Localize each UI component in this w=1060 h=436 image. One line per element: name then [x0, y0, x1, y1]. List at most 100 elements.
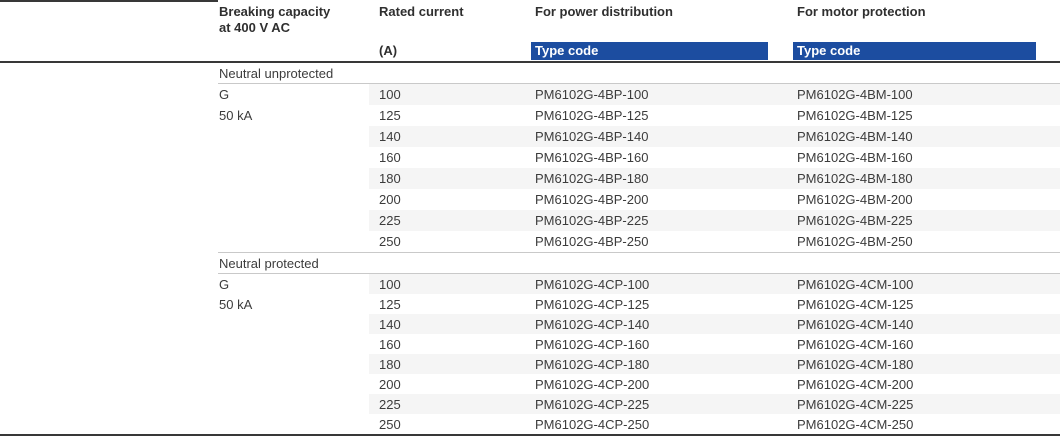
motor-code-cell: PM6102G-4BM-225 [797, 213, 913, 228]
section-neutral-protected: Neutral protected G 100 PM6102G-4CP-100 … [0, 252, 1060, 434]
table-row: 250 PM6102G-4CP-250 PM6102G-4CM-250 [0, 414, 1060, 434]
breaking-capacity-cell [218, 147, 369, 168]
section-title: Neutral unprotected [218, 63, 1060, 84]
rated-current-cell: 100 [379, 276, 401, 292]
breaking-capacity-cell [218, 189, 369, 210]
left-margin-cell [0, 105, 218, 126]
left-margin-cell [0, 252, 218, 274]
breaking-capacity-cell [218, 231, 369, 252]
col-header-rated-current-unit: (A) [379, 43, 398, 58]
rated-current-cell: 140 [379, 129, 401, 144]
section-neutral-unprotected: Neutral unprotected G 100 PM6102G-4BP-10… [0, 63, 1060, 252]
breaking-capacity-cell [218, 334, 369, 354]
col-header-power-distribution: For power distribution [535, 4, 673, 19]
rated-current-cell: 200 [379, 192, 401, 207]
breaking-capacity-cell [218, 126, 369, 147]
motor-code-cell: PM6102G-4CM-225 [797, 396, 914, 412]
left-margin-cell [0, 84, 218, 105]
rated-current-cell: 180 [379, 171, 401, 186]
table-row: 200 PM6102G-4CP-200 PM6102G-4CM-200 [0, 374, 1060, 394]
left-margin-cell [0, 354, 218, 374]
left-margin-cell [0, 168, 218, 189]
breaking-capacity-cell [218, 394, 369, 414]
motor-code-cell: PM6102G-4CM-160 [797, 336, 914, 352]
table-row: 225 PM6102G-4CP-225 PM6102G-4CM-225 [0, 394, 1060, 414]
table-row: 160 PM6102G-4BP-160 PM6102G-4BM-160 [0, 147, 1060, 168]
breaking-capacity-cell: 50 kA [219, 108, 253, 123]
table-row: 180 PM6102G-4CP-180 PM6102G-4CM-180 [0, 354, 1060, 374]
section-title-row: Neutral unprotected [0, 63, 1060, 84]
power-code-cell: PM6102G-4CP-125 [535, 296, 650, 312]
power-code-cell: PM6102G-4CP-225 [535, 396, 650, 412]
top-rule [0, 0, 218, 2]
motor-code-cell: PM6102G-4CM-125 [797, 296, 914, 312]
left-margin-cell [0, 274, 218, 294]
rated-current-cell: 180 [379, 356, 401, 372]
power-code-cell: PM6102G-4CP-160 [535, 336, 650, 352]
table-row: 180 PM6102G-4BP-180 PM6102G-4BM-180 [0, 168, 1060, 189]
motor-code-cell: PM6102G-4BM-160 [797, 150, 913, 165]
power-code-cell: PM6102G-4BP-160 [535, 150, 649, 165]
motor-code-cell: PM6102G-4CM-200 [797, 376, 914, 392]
breaking-capacity-cell: G [219, 87, 230, 102]
power-code-cell: PM6102G-4BP-125 [535, 108, 649, 123]
rated-current-cell: 250 [379, 416, 401, 432]
motor-code-cell: PM6102G-4CM-180 [797, 356, 914, 372]
section-title-row: Neutral protected [0, 252, 1060, 274]
motor-code-cell: PM6102G-4BM-125 [797, 108, 913, 123]
section-title: Neutral protected [218, 252, 1060, 274]
power-code-cell: PM6102G-4CP-180 [535, 356, 650, 372]
left-margin-cell [0, 147, 218, 168]
breaking-capacity-cell [218, 168, 369, 189]
table-row: 140 PM6102G-4CP-140 PM6102G-4CM-140 [0, 314, 1060, 334]
motor-code-cell: PM6102G-4BM-140 [797, 129, 913, 144]
table-row: 50 kA 125 PM6102G-4CP-125 PM6102G-4CM-12… [0, 294, 1060, 314]
left-margin-cell [0, 189, 218, 210]
motor-code-cell: PM6102G-4BM-200 [797, 192, 913, 207]
power-code-cell: PM6102G-4CP-140 [535, 316, 650, 332]
left-margin-cell [0, 374, 218, 394]
rated-current-cell: 160 [379, 336, 401, 352]
bottom-rule [0, 434, 1060, 436]
table-row: 50 kA 125 PM6102G-4BP-125 PM6102G-4BM-12… [0, 105, 1060, 126]
power-code-cell: PM6102G-4CP-100 [535, 276, 650, 292]
power-code-cell: PM6102G-4BP-180 [535, 171, 649, 186]
left-margin-cell [0, 334, 218, 354]
rated-current-cell: 225 [379, 396, 401, 412]
breaking-capacity-cell: 50 kA [219, 296, 253, 312]
rated-current-cell: 200 [379, 376, 401, 392]
motor-code-cell: PM6102G-4CM-140 [797, 316, 914, 332]
power-code-cell: PM6102G-4CP-200 [535, 376, 650, 392]
rated-current-cell: 225 [379, 213, 401, 228]
left-margin-cell [0, 314, 218, 334]
motor-code-cell: PM6102G-4BM-100 [797, 87, 913, 102]
table-header: Breaking capacity at 400 V AC Rated curr… [0, 0, 1060, 63]
left-margin-cell [0, 210, 218, 231]
type-code-band-motor: Type code [793, 42, 1036, 60]
table-row: 200 PM6102G-4BP-200 PM6102G-4BM-200 [0, 189, 1060, 210]
rated-current-cell: 250 [379, 234, 401, 249]
breaking-capacity-cell [218, 414, 369, 434]
breaking-capacity-cell [218, 374, 369, 394]
table-row: 160 PM6102G-4CP-160 PM6102G-4CM-160 [0, 334, 1060, 354]
motor-code-cell: PM6102G-4BM-180 [797, 171, 913, 186]
motor-code-cell: PM6102G-4BM-250 [797, 234, 913, 249]
rated-current-cell: 125 [379, 108, 401, 123]
breaking-capacity-cell: G [219, 276, 230, 292]
rated-current-cell: 140 [379, 316, 401, 332]
rated-current-cell: 160 [379, 150, 401, 165]
breaking-capacity-cell [218, 314, 369, 334]
power-code-cell: PM6102G-4BP-200 [535, 192, 649, 207]
table-row: G 100 PM6102G-4BP-100 PM6102G-4BM-100 [0, 84, 1060, 105]
breaking-capacity-cell [218, 354, 369, 374]
left-margin-cell [0, 294, 218, 314]
table-row: G 100 PM6102G-4CP-100 PM6102G-4CM-100 [0, 274, 1060, 294]
type-code-band-power: Type code [531, 42, 768, 60]
table-row: 250 PM6102G-4BP-250 PM6102G-4BM-250 [0, 231, 1060, 252]
table-row: 225 PM6102G-4BP-225 PM6102G-4BM-225 [0, 210, 1060, 231]
col-header-motor-protection: For motor protection [797, 4, 926, 19]
table-row: 140 PM6102G-4BP-140 PM6102G-4BM-140 [0, 126, 1060, 147]
col-header-rated-current: Rated current [379, 4, 464, 19]
power-code-cell: PM6102G-4BP-140 [535, 129, 649, 144]
